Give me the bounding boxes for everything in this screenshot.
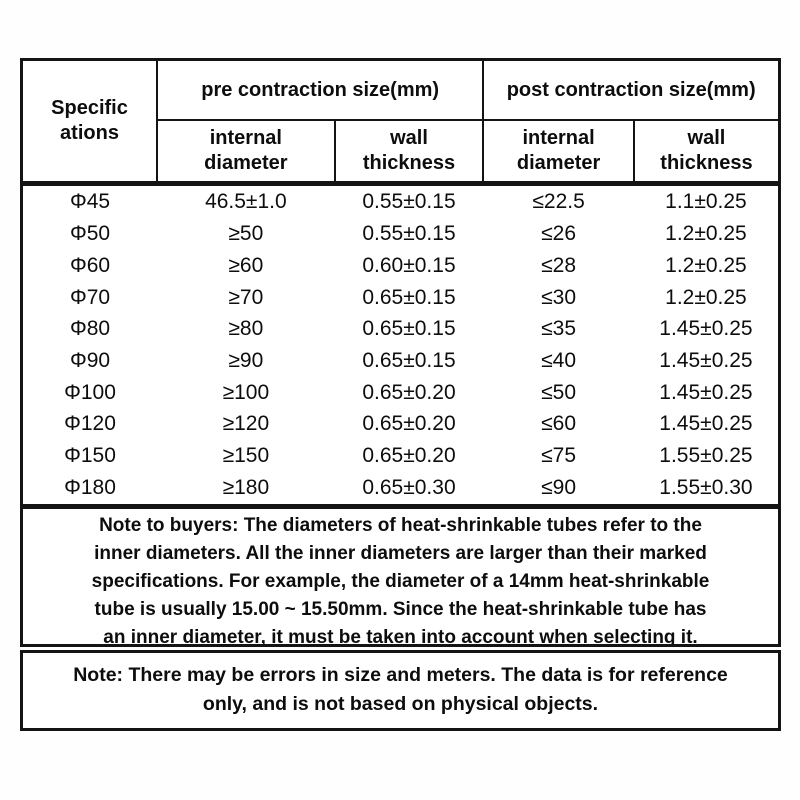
column-header-post-internal-diameter: internal diameter xyxy=(482,119,635,186)
spec-table: Specific ations pre contraction size(mm)… xyxy=(20,58,781,507)
cell-post-internal-diameter: ≤50 xyxy=(541,380,577,404)
cell-pre-wall-thickness: 0.65±0.15 xyxy=(362,317,456,341)
cell-specification: Φ100 xyxy=(64,380,116,404)
cell-pre-internal-diameter: ≥50 xyxy=(228,222,264,246)
table-row: Φ100 ≥100 0.65±0.20 ≤50 1.45±0.25 xyxy=(22,377,780,409)
header-line: thickness xyxy=(660,152,753,174)
table-row: Φ90 ≥90 0.65±0.15 ≤40 1.45±0.25 xyxy=(22,345,780,377)
cell-pre-internal-diameter: 46.5±1.0 xyxy=(205,190,287,214)
column-header-post-wall-thickness: wall thickness xyxy=(632,119,781,186)
cell-pre-internal-diameter: ≥70 xyxy=(228,285,264,309)
column-group-pre-contraction: pre contraction size(mm) xyxy=(156,58,485,121)
cell-pre-internal-diameter: ≥90 xyxy=(228,348,264,372)
cell-pre-wall-thickness: 0.55±0.15 xyxy=(362,190,456,214)
cell-post-internal-diameter: ≤35 xyxy=(541,317,577,341)
cell-post-internal-diameter: ≤28 xyxy=(541,253,577,277)
cell-post-internal-diameter: ≤30 xyxy=(541,285,577,309)
cell-pre-wall-thickness: 0.65±0.20 xyxy=(362,412,456,436)
table-row: Φ120 ≥120 0.65±0.20 ≤60 1.45±0.25 xyxy=(22,409,780,441)
buyers-note: Note to buyers: The diameters of heat-sh… xyxy=(20,506,781,647)
cell-specification: Φ70 xyxy=(69,285,111,309)
cell-specification: Φ90 xyxy=(69,348,111,372)
column-header-pre-wall-thickness: wall thickness xyxy=(333,119,485,186)
disclaimer-note: Note: There may be errors in size and me… xyxy=(20,650,781,731)
cell-post-internal-diameter: ≤75 xyxy=(541,444,577,467)
table-row: Φ150 ≥150 0.65±0.20 ≤75 1.55±0.25 xyxy=(22,440,780,472)
cell-pre-internal-diameter: ≥80 xyxy=(228,317,264,341)
cell-post-internal-diameter: ≤26 xyxy=(541,222,577,246)
cell-pre-internal-diameter: ≥60 xyxy=(228,253,264,277)
table-row: Φ180 ≥180 0.65±0.30 ≤90 1.55±0.30 xyxy=(22,472,780,506)
cell-pre-wall-thickness: 0.65±0.15 xyxy=(362,348,456,372)
table-row: Φ80 ≥80 0.65±0.15 ≤35 1.45±0.25 xyxy=(22,313,780,345)
cell-specification: Φ150 xyxy=(64,444,116,467)
header-line: thickness xyxy=(362,152,456,174)
header-line: internal xyxy=(522,127,595,149)
cell-specification: Φ50 xyxy=(69,222,111,246)
table-row: Φ45 46.5±1.0 0.55±0.15 ≤22.5 1.1±0.25 xyxy=(22,184,780,219)
note-line: an inner diameter, it must be taken into… xyxy=(103,627,698,647)
cell-specification: Φ120 xyxy=(64,412,116,436)
note-line: only, and is not based on physical objec… xyxy=(202,693,599,715)
cell-post-wall-thickness: 1.1±0.25 xyxy=(665,190,747,214)
cell-post-wall-thickness: 1.45±0.25 xyxy=(659,348,753,372)
cell-post-internal-diameter: ≤90 xyxy=(541,475,577,499)
column-header-specifications-line1: Specific xyxy=(51,97,128,119)
cell-post-internal-diameter: ≤40 xyxy=(541,348,577,372)
cell-pre-internal-diameter: ≥180 xyxy=(222,475,270,499)
note-line: inner diameters. All the inner diameters… xyxy=(94,543,707,564)
header-line: wall xyxy=(687,127,726,149)
cell-specification: Φ45 xyxy=(69,190,111,214)
note-line: tube is usually 15.00 ~ 15.50mm. Since t… xyxy=(94,599,707,620)
note-line: Note to buyers: The diameters of heat-sh… xyxy=(99,515,702,536)
table-row: Φ50 ≥50 0.55±0.15 ≤26 1.2±0.25 xyxy=(22,218,780,250)
column-header-specifications: Specific ations xyxy=(20,58,159,186)
cell-pre-wall-thickness: 0.65±0.15 xyxy=(362,285,456,309)
cell-post-wall-thickness: 1.2±0.25 xyxy=(665,285,747,309)
cell-specification: Φ180 xyxy=(64,475,116,499)
cell-pre-wall-thickness: 0.65±0.20 xyxy=(362,444,456,467)
cell-pre-internal-diameter: ≥120 xyxy=(222,412,270,436)
cell-post-wall-thickness: 1.55±0.25 xyxy=(659,444,753,467)
cell-specification: Φ80 xyxy=(69,317,111,341)
cell-post-wall-thickness: 1.45±0.25 xyxy=(659,317,753,341)
table-row: Φ60 ≥60 0.60±0.15 ≤28 1.2±0.25 xyxy=(22,250,780,282)
cell-post-internal-diameter: ≤60 xyxy=(541,412,577,436)
column-header-specifications-line2: ations xyxy=(60,122,119,144)
header-line: internal xyxy=(209,127,282,149)
cell-pre-internal-diameter: ≥150 xyxy=(222,444,270,467)
cell-pre-wall-thickness: 0.65±0.20 xyxy=(362,380,456,404)
cell-post-wall-thickness: 1.55±0.30 xyxy=(659,475,753,499)
cell-pre-wall-thickness: 0.55±0.15 xyxy=(362,222,456,246)
note-line: Note: There may be errors in size and me… xyxy=(73,664,728,686)
cell-post-wall-thickness: 1.45±0.25 xyxy=(659,380,753,404)
table-row: Φ70 ≥70 0.65±0.15 ≤30 1.2±0.25 xyxy=(22,282,780,314)
cell-specification: Φ60 xyxy=(69,253,111,277)
cell-pre-wall-thickness: 0.60±0.15 xyxy=(362,253,456,277)
cell-pre-wall-thickness: 0.65±0.30 xyxy=(362,475,456,499)
cell-post-internal-diameter: ≤22.5 xyxy=(532,190,585,214)
column-header-pre-internal-diameter: internal diameter xyxy=(156,119,336,186)
cell-post-wall-thickness: 1.45±0.25 xyxy=(659,412,753,436)
header-line: diameter xyxy=(516,152,601,174)
cell-pre-internal-diameter: ≥100 xyxy=(222,380,270,404)
cell-post-wall-thickness: 1.2±0.25 xyxy=(665,222,747,246)
cell-post-wall-thickness: 1.2±0.25 xyxy=(665,253,747,277)
note-line: specifications. For example, the diamete… xyxy=(91,571,710,592)
header-line: wall xyxy=(390,127,428,149)
header-line: diameter xyxy=(204,152,288,174)
column-group-post-contraction: post contraction size(mm) xyxy=(482,58,781,121)
